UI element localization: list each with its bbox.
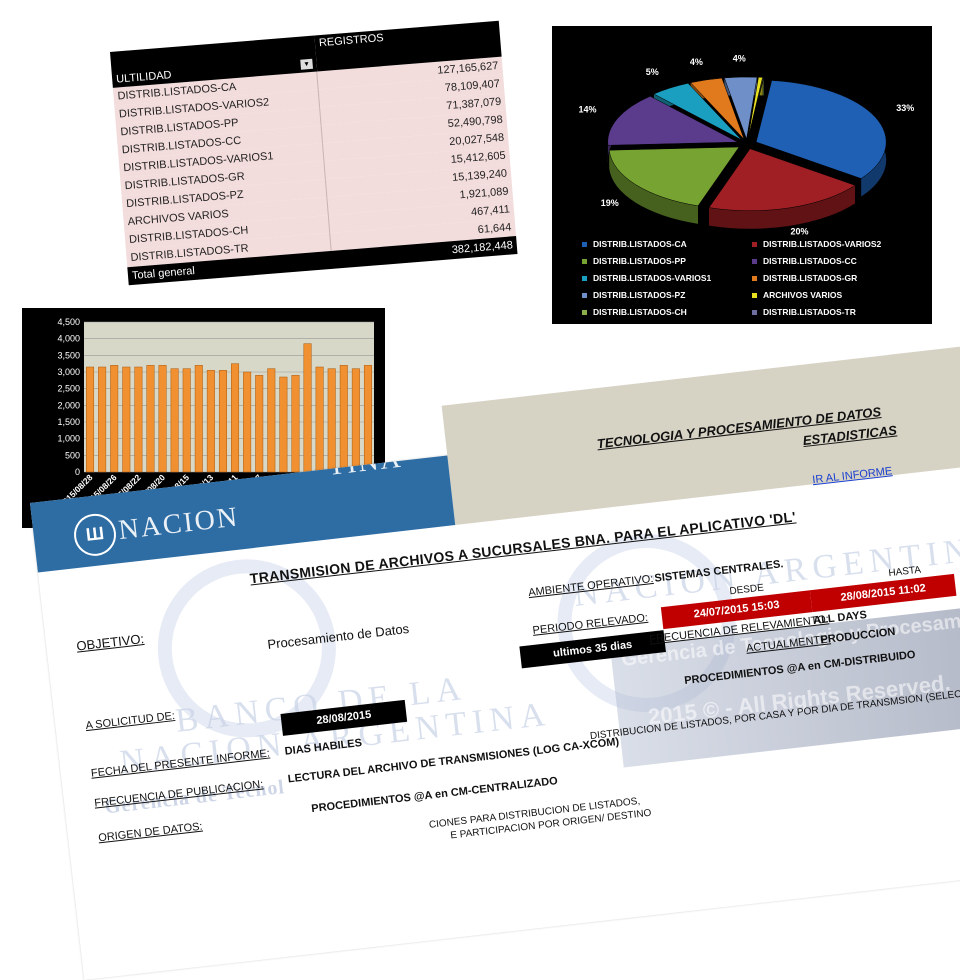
bar [123, 367, 130, 472]
legend-label: DISTRIB.LISTADOS-CH [593, 307, 687, 317]
pie-data-label: 5% [646, 67, 659, 77]
legend-label: DISTRIB.LISTADOS-GR [763, 273, 857, 283]
a-solicitud-label: A SOLICITUD DE: [85, 710, 176, 732]
legend-swatch-icon [582, 242, 587, 247]
y-tick-label: 4,500 [57, 317, 80, 327]
legend-swatch-icon [582, 276, 587, 281]
bar [159, 365, 166, 472]
bar [207, 370, 214, 472]
legend-label: DISTRIB.LISTADOS-CC [763, 256, 857, 266]
bar [243, 372, 250, 472]
pie-data-label: 33% [896, 103, 914, 113]
pie-data-label: 4% [690, 57, 703, 67]
pie-legend-item: DISTRIB.LISTADOS-PP [582, 253, 752, 269]
pie-legend: DISTRIB.LISTADOS-CA DISTRIB.LISTADOS-VARI… [582, 236, 927, 320]
bar [171, 369, 178, 472]
pie-data-label: 4% [733, 54, 746, 64]
bar [255, 375, 262, 472]
bar [292, 375, 299, 472]
pie-legend-item: DISTRIB.LISTADOS-CC [752, 253, 922, 269]
legend-label: DISTRIB.LISTADOS-PZ [593, 290, 685, 300]
bar [110, 365, 117, 472]
pie-legend-item: DISTRIB.LISTADOS-CH [582, 304, 752, 320]
y-tick-label: 2,000 [57, 400, 80, 410]
objetivo-label: OBJETIVO: [76, 631, 145, 654]
legend-label: DISTRIB.LISTADOS-PP [593, 256, 686, 266]
legend-swatch-icon [752, 293, 757, 298]
legend-swatch-icon [752, 276, 757, 281]
bar [219, 370, 226, 472]
bar [352, 369, 359, 472]
bar [183, 369, 190, 472]
pie-data-label: 19% [601, 198, 619, 208]
bar [147, 365, 154, 472]
bar [280, 377, 287, 472]
bar [195, 365, 202, 472]
bar [86, 367, 93, 472]
header-title: TECNOLOGIA Y PROCESAMIENTO DE DATOS [596, 404, 882, 451]
y-tick-label: 3,500 [57, 350, 80, 360]
pie-legend-item: DISTRIB.LISTADOS-VARIOS2 [752, 236, 922, 252]
bar [316, 367, 323, 472]
filter-dropdown-icon[interactable]: ▾ [300, 59, 313, 70]
column-header-label: ULTILIDAD [116, 69, 172, 85]
bar [268, 369, 275, 472]
legend-label: ARCHIVOS VARIOS [763, 290, 842, 300]
y-tick-label: 1,500 [57, 417, 80, 427]
header-banner: TECNOLOGIA Y PROCESAMIENTO DE DATOS ESTA… [442, 342, 960, 525]
y-tick-label: 4,000 [57, 334, 80, 344]
legend-label: DISTRIB.LISTADOS-VARIOS2 [763, 239, 881, 249]
y-tick-label: 3,000 [57, 367, 80, 377]
pie-legend-item: DISTRIB.LISTADOS-VARIOS1 [582, 270, 752, 286]
legend-swatch-icon [582, 310, 587, 315]
pie-legend-item: DISTRIB.LISTADOS-TR [752, 304, 922, 320]
bar [304, 344, 311, 472]
pie-legend-item: DISTRIB.LISTADOS-CA [582, 236, 752, 252]
y-tick-label: 2,500 [57, 384, 80, 394]
y-tick-label: 500 [65, 450, 80, 460]
legend-swatch-icon [582, 259, 587, 264]
bank-name: NACION [117, 502, 241, 547]
pie-legend-item: DISTRIB.LISTADOS-PZ [582, 287, 752, 303]
pie-legend-item: DISTRIB.LISTADOS-GR [752, 270, 922, 286]
bar [328, 369, 335, 472]
bar [340, 365, 347, 472]
legend-swatch-icon [752, 242, 757, 247]
legend-label: DISTRIB.LISTADOS-CA [593, 239, 687, 249]
origen-label: ORIGEN DE DATOS: [98, 821, 203, 845]
y-tick-label: 1,000 [57, 434, 80, 444]
bar [364, 365, 371, 472]
legend-label: DISTRIB.LISTADOS-TR [763, 307, 856, 317]
y-tick-label: 0 [75, 467, 80, 477]
pie-legend-item: ARCHIVOS VARIOS [752, 287, 922, 303]
legend-label: DISTRIB.LISTADOS-VARIOS1 [593, 273, 711, 283]
pivot-table: ULTILIDAD ▾ REGISTROS DISTRIB.LISTADOS-C… [110, 21, 518, 286]
pie-data-label: 14% [578, 105, 596, 115]
bar [231, 364, 238, 472]
bar [98, 367, 105, 472]
legend-swatch-icon [582, 293, 587, 298]
legend-swatch-icon [752, 259, 757, 264]
legend-swatch-icon [752, 310, 757, 315]
bank-logo-icon: Ш [72, 512, 118, 558]
bar [135, 367, 142, 472]
